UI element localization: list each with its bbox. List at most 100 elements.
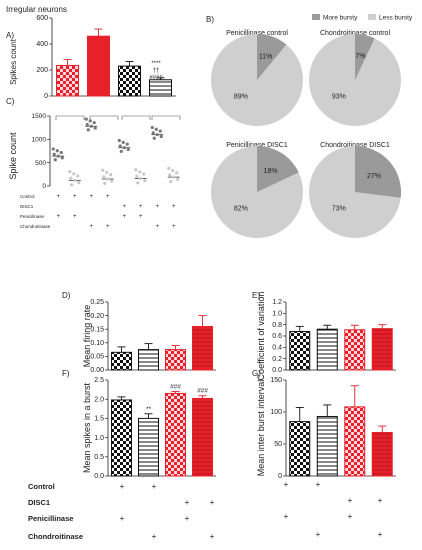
small-table-plus: + <box>122 204 126 210</box>
treatment-plus-right: + <box>348 512 353 521</box>
treatment-plus-right: + <box>378 530 383 539</box>
treatment-plus-right: + <box>378 496 383 505</box>
treatment-label: DISC1 <box>28 498 50 507</box>
panel-c-point <box>92 121 96 125</box>
panel-c-point <box>119 149 123 153</box>
panel-c-point <box>117 138 121 143</box>
panel-a-ytick-label: 0 <box>44 93 48 100</box>
panel-c-point <box>138 170 142 174</box>
panel-c-bracket <box>89 115 119 120</box>
panel-f-bar <box>138 417 159 477</box>
treatment-label: Chondroitinase <box>28 532 83 541</box>
legend-more-bursty: More bursty <box>323 15 358 22</box>
panel-c-point <box>169 179 173 184</box>
pie-title: Chondroitinase DISC1 <box>320 142 390 149</box>
panel-c-point <box>51 147 55 151</box>
panel-f-sig-label: ### <box>170 384 181 391</box>
panel-a-ylabel: Spikes count <box>9 38 18 85</box>
pie-title: Penicillinase DISC1 <box>226 142 288 149</box>
small-table-plus: + <box>56 194 60 200</box>
panel-c-point <box>134 168 138 172</box>
panel-e-bar <box>316 328 338 371</box>
treatment-plus-left: + <box>210 498 215 507</box>
panel-c-point <box>93 126 97 130</box>
treatment-plus-left: + <box>210 532 215 541</box>
panel-label-g: G) <box>252 369 261 378</box>
panel-e-bar <box>371 328 393 371</box>
panel-e-ytick-label: 0.6 <box>272 333 282 340</box>
panel-c-point <box>73 178 77 182</box>
panel-a-bar <box>118 65 141 97</box>
panel-d-bar <box>192 325 213 371</box>
panel-f-bar <box>192 397 213 477</box>
small-table-label: Chondroitinase <box>20 224 51 229</box>
panel-f-ytick-label: 1.0 <box>94 435 104 442</box>
panel-c-bracket <box>151 115 181 120</box>
panel-c-point <box>86 128 90 132</box>
legend-less-bursty: Less bursty <box>379 15 413 22</box>
panel-c-point <box>110 179 114 183</box>
panel-c-point <box>167 166 171 170</box>
small-table-plus: + <box>89 224 93 230</box>
panel-c-point <box>59 150 63 155</box>
pie-title: Chondroitinase control <box>320 30 390 37</box>
legend-swatch-less <box>368 14 376 20</box>
panel-e-bar <box>289 330 311 371</box>
panel-f-sig-label: ### <box>197 388 208 395</box>
panel-d-bar <box>111 351 132 371</box>
treatment-plus-left: + <box>120 482 125 491</box>
panel-g-ylabel: Mean inter burst interval <box>256 380 266 477</box>
small-table-plus: + <box>73 214 77 220</box>
panel-g-ytick-label: 150 <box>270 377 282 384</box>
panel-f-ytick-label: 2.5 <box>94 377 104 384</box>
pie-slice-more <box>257 146 299 192</box>
panel-c-point <box>109 173 113 177</box>
panel-e-ytick-label: 0.4 <box>272 345 282 352</box>
treatment-plus-left: + <box>185 514 190 523</box>
panel-c-point <box>175 171 179 175</box>
small-table-plus: + <box>122 214 126 220</box>
panel-e-ytick-label: 0.8 <box>272 322 282 329</box>
panel-f-bar <box>111 399 132 477</box>
pie-title: Penicillinase control <box>226 30 288 37</box>
panel-e-ytick-label: 1.0 <box>272 311 282 318</box>
panel-c-point <box>88 119 92 123</box>
panel-c-point <box>53 158 57 162</box>
panel-f-ytick-label: 2.0 <box>94 396 104 403</box>
pie-label-less: 73% <box>332 205 346 212</box>
treatment-plus-right: + <box>284 480 289 489</box>
panel-a-bar <box>56 64 79 97</box>
panel-c-point <box>76 174 80 178</box>
panel-c-point <box>121 140 125 144</box>
panel-a-ytick-label: 600 <box>36 15 48 22</box>
panel-g-ytick-label: 100 <box>270 409 282 416</box>
panel-c-point <box>60 156 64 160</box>
small-table-label: DISC1 <box>20 204 34 209</box>
pie-slice-more <box>355 34 375 80</box>
panel-label-f: F) <box>62 369 70 378</box>
panel-c-point <box>68 170 72 174</box>
panel-d-bar <box>138 349 159 371</box>
small-table-plus: + <box>139 204 143 210</box>
panel-e-ytick-label: 0.0 <box>272 367 282 374</box>
panel-c-point <box>118 144 122 148</box>
panel-c-point <box>159 134 163 139</box>
panel-g-bar <box>344 406 366 477</box>
panel-g-ytick-label: 50 <box>274 441 282 448</box>
panel-g-bar <box>371 431 393 477</box>
panel-c-point <box>89 124 93 128</box>
panel-c-ytick-label: 500 <box>35 160 46 167</box>
panel-c-point <box>176 177 180 181</box>
panel-c-point <box>154 127 158 131</box>
panel-c-point <box>55 149 59 153</box>
panel-c-point <box>106 177 110 181</box>
panel-c-point <box>139 176 143 181</box>
pie-slice-more <box>257 34 287 80</box>
treatment-label: Penicillinase <box>28 514 73 523</box>
panel-c-point <box>77 181 81 185</box>
panel-f-sig-label: ** <box>146 406 152 413</box>
panel-label-d: D) <box>62 291 71 300</box>
pie-label-less: 82% <box>234 205 248 212</box>
panel-c-point <box>56 154 60 158</box>
